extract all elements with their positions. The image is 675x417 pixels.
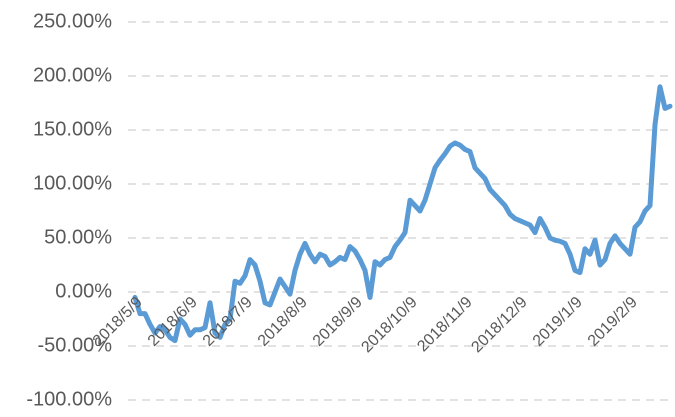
x-tick-label: 2018/9/9	[310, 294, 366, 350]
y-tick-label: -100.00%	[26, 388, 112, 410]
x-tick-label: 2018/10/9	[358, 294, 420, 356]
y-tick-label: 200.00%	[33, 64, 112, 86]
x-tick-label: 2018/12/9	[468, 294, 530, 356]
y-tick-label: -50.00%	[38, 334, 113, 356]
x-tick-label: 2019/1/9	[530, 294, 586, 350]
y-tick-label: 50.00%	[44, 226, 112, 248]
data-line	[132, 84, 673, 344]
y-tick-label: 100.00%	[33, 172, 112, 194]
y-tick-label: 250.00%	[33, 10, 112, 32]
x-tick-label: 2019/2/9	[585, 294, 641, 350]
y-tick-label: 150.00%	[33, 118, 112, 140]
y-tick-label: 0.00%	[55, 280, 112, 302]
